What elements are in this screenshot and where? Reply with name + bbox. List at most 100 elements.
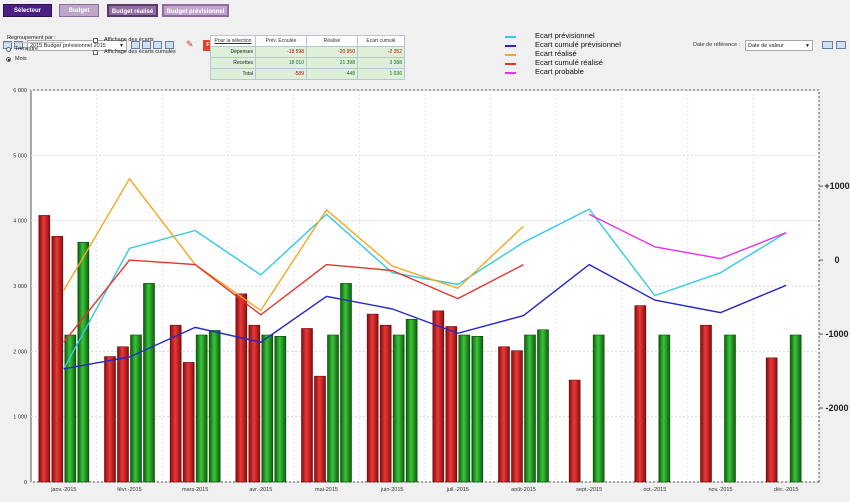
- x-tick-label: janv.-2015: [50, 487, 76, 493]
- legend-item: Ecart réalisé: [505, 49, 655, 59]
- y-tick-label: 1 000: [13, 415, 27, 421]
- bar[interactable]: [592, 334, 605, 483]
- save-icon[interactable]: [142, 41, 151, 49]
- checkbox-ecarts-label: Affichage des écarts: [104, 37, 154, 43]
- bar[interactable]: [568, 379, 581, 483]
- radio-trimestre[interactable]: [6, 47, 11, 52]
- chart-area: 0 1 000 2 000 3 000 4 000 5 000 6 000 +1000 0 -10…: [0, 82, 850, 500]
- bar[interactable]: [511, 350, 523, 483]
- chevron-down-icon: ▼: [119, 43, 124, 49]
- legend-label: Ecart prévisionnel: [535, 31, 595, 40]
- tab-budget[interactable]: Budget: [59, 4, 99, 17]
- grid-icon[interactable]: [836, 41, 846, 49]
- bar[interactable]: [314, 375, 326, 483]
- header-realise: Réalisé: [306, 35, 358, 47]
- x-tick-label: oct.-2015: [643, 487, 666, 493]
- bar[interactable]: [724, 334, 736, 483]
- bar[interactable]: [405, 319, 418, 483]
- budget-chart: 0 1 000 2 000 3 000 4 000 5 000 6 000 +1000 0 -10…: [13, 88, 849, 493]
- bar[interactable]: [458, 334, 471, 483]
- cell-ecart: 1 036: [357, 68, 405, 80]
- view-icon[interactable]: [822, 41, 833, 49]
- bar[interactable]: [51, 236, 64, 483]
- bar[interactable]: [471, 336, 484, 483]
- chart-icon[interactable]: [14, 41, 23, 49]
- bar[interactable]: [261, 334, 274, 483]
- bar[interactable]: [537, 329, 549, 483]
- bar[interactable]: [301, 328, 313, 483]
- table-row: Recettes 18 010 21 398 3 388: [210, 57, 405, 69]
- x-tick-label: avr.-2015: [249, 487, 272, 493]
- legend-item: Ecart prévisionnel: [505, 31, 655, 41]
- legend-swatch: [505, 63, 516, 65]
- budget-select[interactable]: 2015 Budget prévisionnel 2015 ▼: [27, 40, 127, 51]
- y2-tick-label: -2000: [825, 403, 848, 413]
- row-label: Dépenses: [210, 46, 256, 58]
- bar[interactable]: [327, 334, 339, 483]
- bar[interactable]: [789, 334, 802, 483]
- tab-budget-realise[interactable]: Budget réalisé: [107, 4, 158, 17]
- x-tick-label: nov.-2015: [708, 487, 732, 493]
- bar[interactable]: [524, 334, 536, 483]
- series-line[interactable]: [63, 259, 524, 343]
- export-icon[interactable]: [131, 41, 140, 49]
- tab-budget-previsionnel[interactable]: Budget prévisionnel: [162, 4, 229, 17]
- legend-swatch: [505, 54, 516, 56]
- bar[interactable]: [248, 324, 261, 483]
- bar[interactable]: [195, 334, 208, 483]
- series-line[interactable]: [63, 263, 787, 370]
- bar[interactable]: [130, 334, 142, 483]
- legend-swatch: [505, 72, 516, 74]
- bar[interactable]: [340, 283, 352, 483]
- tab-selecteur[interactable]: Sélecteur: [3, 4, 52, 17]
- bar[interactable]: [169, 324, 182, 483]
- legend-label: Ecart cumulé prévisionnel: [535, 40, 621, 49]
- bar[interactable]: [658, 334, 671, 483]
- bar[interactable]: [765, 357, 778, 483]
- y-tick-label: 4 000: [13, 219, 27, 225]
- bar[interactable]: [235, 293, 248, 483]
- checkbox-ecarts-cumules[interactable]: [93, 50, 98, 55]
- bar[interactable]: [208, 330, 221, 483]
- bar[interactable]: [379, 324, 392, 483]
- bar[interactable]: [274, 336, 287, 483]
- cell-real: 448: [306, 68, 358, 80]
- tab-bar: Sélecteur Budget Budget réalisé Budget p…: [0, 0, 850, 18]
- table-row: Dépenses -18 598 -20 950 -2 352: [210, 46, 405, 58]
- bar[interactable]: [392, 334, 405, 483]
- y-tick-label: 2 000: [13, 349, 27, 355]
- print-icon[interactable]: [153, 41, 162, 49]
- pencil-icon[interactable]: ✎: [186, 39, 194, 49]
- bar[interactable]: [143, 283, 155, 483]
- series-line[interactable]: [63, 208, 787, 370]
- checkbox-ecarts[interactable]: [93, 38, 98, 43]
- radio-mois[interactable]: [6, 57, 11, 62]
- bar[interactable]: [634, 305, 647, 483]
- bar[interactable]: [182, 362, 195, 483]
- cell-ecart: 3 388: [357, 57, 405, 69]
- checkbox-ecarts-cumules-label: Affichage des écarts cumulés: [104, 49, 176, 55]
- bar[interactable]: [498, 346, 510, 483]
- bar[interactable]: [104, 356, 116, 483]
- budget-select-value: 2015 Budget prévisionnel 2015: [30, 43, 106, 49]
- bar[interactable]: [445, 326, 458, 483]
- y-tick-label: 3 000: [13, 284, 27, 290]
- series-line[interactable]: [588, 213, 787, 260]
- copy-icon[interactable]: [165, 41, 174, 49]
- bar[interactable]: [38, 215, 51, 483]
- bar[interactable]: [432, 310, 445, 483]
- date-ref-select[interactable]: Date de valeur ▼: [745, 40, 813, 51]
- cell-ecart: -2 352: [357, 46, 405, 58]
- header-selection[interactable]: Pour la sélection: [210, 35, 256, 47]
- date-ref-value: Date de valeur: [748, 43, 784, 49]
- x-tick-label: mai-2015: [315, 487, 338, 493]
- bar[interactable]: [366, 313, 379, 483]
- series-line[interactable]: [63, 177, 524, 312]
- x-tick-label: juil.-2015: [446, 487, 469, 493]
- bar[interactable]: [700, 324, 712, 483]
- bar[interactable]: [117, 346, 129, 483]
- row-label: Recettes: [210, 57, 256, 69]
- header-ecart: Ecart cumulé: [357, 35, 405, 47]
- x-tick-label: déc.-2015: [774, 487, 798, 493]
- bar[interactable]: [77, 241, 90, 483]
